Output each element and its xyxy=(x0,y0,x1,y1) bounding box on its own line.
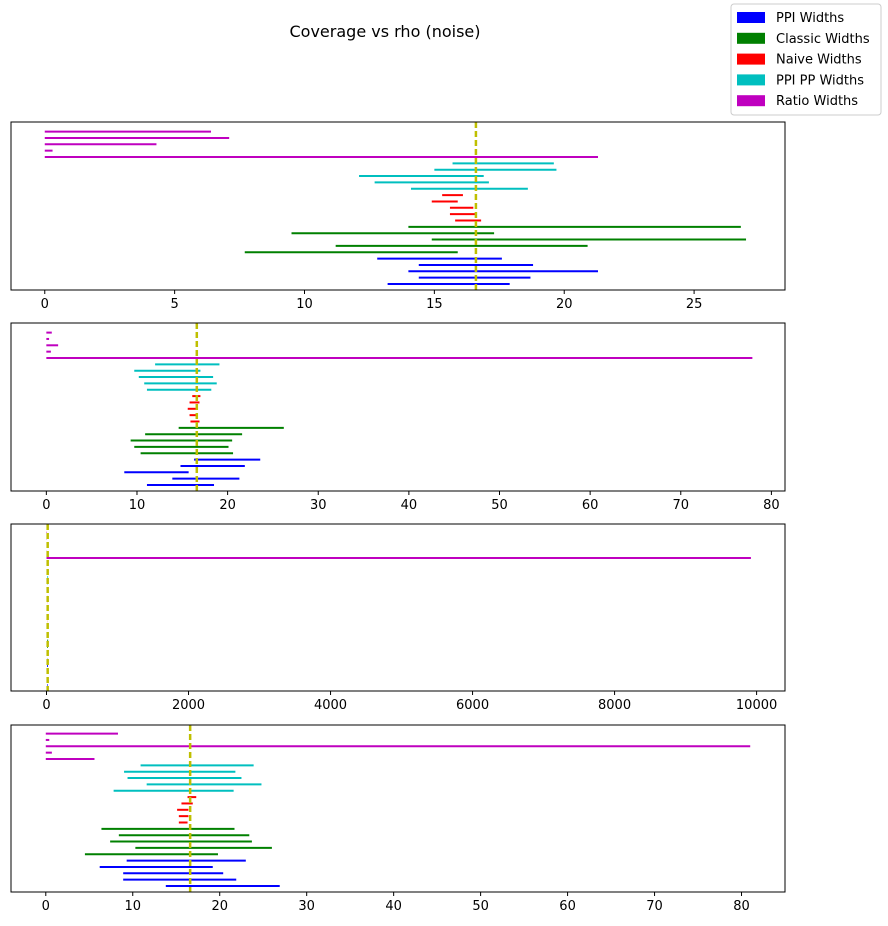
x-tick-label: 80 xyxy=(733,899,750,914)
x-tick-label: 70 xyxy=(646,899,663,914)
legend-swatch xyxy=(737,95,765,107)
x-tick-label: 10 xyxy=(296,297,313,312)
x-tick-label: 50 xyxy=(491,498,508,513)
x-tick-label: 30 xyxy=(298,899,315,914)
panel-1: 0 5 10 15 20 25 xyxy=(10,121,786,312)
panels: 0 5 10 15 20 250 10 20 30 40 50 60 70 800 2000 4000 6000… xyxy=(10,121,786,914)
x-tick-label: 20 xyxy=(556,297,573,312)
x-tick-label: 6000 xyxy=(456,698,489,713)
x-tick-label: 50 xyxy=(472,899,489,914)
x-tick-label: 0 xyxy=(42,698,50,713)
x-tick-label: 10 xyxy=(129,498,146,513)
axes-frame xyxy=(10,523,786,692)
legend-label: Classic Widths xyxy=(776,32,870,47)
x-tick-label: 40 xyxy=(401,498,418,513)
panel-3: 0 2000 4000 6000 8000 10000 xyxy=(10,523,786,713)
chart-title: Coverage vs rho (noise) xyxy=(290,22,481,41)
x-tick-label: 15 xyxy=(426,297,443,312)
x-tick-label: 25 xyxy=(686,297,703,312)
panel-2: 0 10 20 30 40 50 60 70 80 xyxy=(10,322,786,513)
legend-swatch xyxy=(737,12,765,23)
x-tick-label: 10000 xyxy=(736,698,777,713)
x-tick-label: 80 xyxy=(763,498,780,513)
legend-label: PPI Widths xyxy=(776,11,844,26)
x-tick-label: 8000 xyxy=(598,698,631,713)
x-tick-label: 40 xyxy=(385,899,402,914)
legend-box xyxy=(730,3,882,116)
x-tick-label: 2000 xyxy=(172,698,205,713)
x-tick-label: 60 xyxy=(559,899,576,914)
legend-swatch xyxy=(737,74,765,86)
x-tick-label: 5 xyxy=(170,297,178,312)
x-tick-label: 0 xyxy=(41,297,49,312)
axes-frame xyxy=(10,121,786,291)
x-tick-label: 60 xyxy=(582,498,599,513)
x-tick-label: 0 xyxy=(42,899,50,914)
legend-label: Ratio Widths xyxy=(776,94,858,109)
legend-swatch xyxy=(737,32,765,44)
legend: PPI Widths Classic Widths Naive Widths PPI … xyxy=(730,3,882,116)
x-tick-label: 0 xyxy=(42,498,50,513)
x-tick-label: 20 xyxy=(219,498,236,513)
x-tick-label: 20 xyxy=(211,899,228,914)
legend-swatch xyxy=(737,53,765,65)
axes-frame xyxy=(10,322,786,492)
x-tick-label: 70 xyxy=(672,498,689,513)
legend-label: Naive Widths xyxy=(776,53,862,68)
panel-4: 0 10 20 30 40 50 60 70 80 xyxy=(10,724,786,914)
x-tick-label: 10 xyxy=(124,899,141,914)
axes-frame xyxy=(10,724,786,893)
x-tick-label: 4000 xyxy=(314,698,347,713)
x-tick-label: 30 xyxy=(310,498,327,513)
legend-label: PPI PP Widths xyxy=(776,73,864,88)
